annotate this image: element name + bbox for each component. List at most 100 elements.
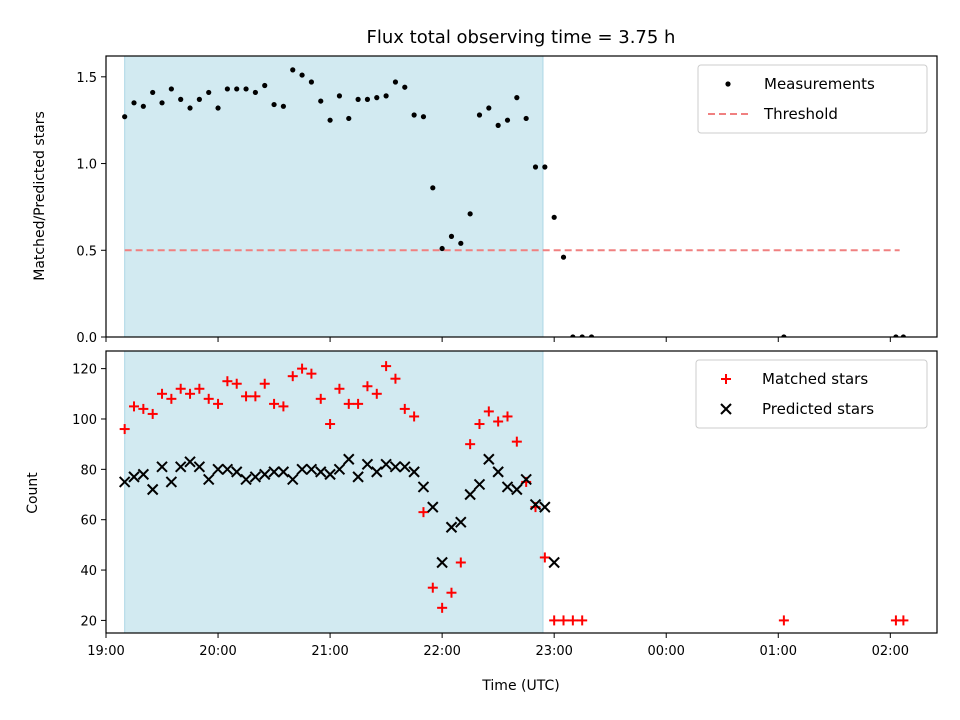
matched-stars-point bbox=[549, 615, 560, 626]
predicted-stars-point bbox=[408, 466, 420, 478]
predicted-stars-point bbox=[268, 466, 280, 478]
matched-stars-point bbox=[577, 615, 588, 626]
top-y-axis-label: Matched/Predicted stars bbox=[32, 111, 48, 281]
x-stroke-b bbox=[231, 466, 243, 478]
predicted-stars-point bbox=[389, 461, 402, 473]
legend-label: Predicted stars bbox=[762, 400, 874, 418]
x-stroke-b bbox=[287, 473, 299, 486]
matched-stars-point bbox=[147, 408, 158, 419]
legend-x-swatch bbox=[720, 403, 732, 415]
x-stroke-b bbox=[501, 481, 514, 493]
measurements-point bbox=[327, 117, 333, 123]
measurements-point bbox=[495, 122, 501, 128]
predicted-stars-point bbox=[483, 453, 495, 465]
plot-area bbox=[122, 67, 906, 337]
predicted-stars-point bbox=[174, 461, 187, 473]
y-tick-label: 40 bbox=[80, 564, 97, 579]
x-stroke-b bbox=[146, 483, 159, 496]
x-stroke-b bbox=[389, 461, 402, 473]
x-stroke-b bbox=[249, 471, 262, 483]
matched-stars-point bbox=[474, 419, 485, 430]
x-stroke-b bbox=[436, 556, 448, 569]
matched-stars-point bbox=[353, 398, 364, 409]
x-axis-label: Time (UTC) bbox=[481, 678, 559, 694]
measurements-point bbox=[532, 164, 539, 170]
matched-stars-point bbox=[287, 371, 298, 382]
matched-stars-point bbox=[399, 403, 410, 414]
x-stroke-b bbox=[445, 521, 458, 533]
predicted-stars-point bbox=[548, 556, 560, 569]
matched-stars-point bbox=[465, 439, 476, 450]
predicted-stars-point bbox=[333, 463, 346, 476]
x-tick-label: 19:00 bbox=[87, 644, 124, 659]
y-tick-label: 1.0 bbox=[76, 158, 97, 173]
x-tick-label: 22:00 bbox=[423, 644, 460, 659]
x-stroke-b bbox=[380, 458, 392, 471]
legend-box bbox=[697, 64, 928, 134]
x-stroke-b bbox=[408, 466, 420, 478]
matched-stars-point bbox=[250, 391, 261, 402]
matched-stars-point bbox=[567, 615, 578, 626]
measurements-point bbox=[523, 115, 529, 122]
measurements-point bbox=[336, 93, 343, 99]
predicted-stars-point bbox=[539, 501, 551, 513]
measurements-point bbox=[196, 96, 202, 102]
predicted-stars-point bbox=[128, 471, 140, 483]
predicted-stars-point bbox=[361, 458, 374, 471]
x-stroke-b bbox=[240, 473, 252, 486]
predicted-stars-point bbox=[399, 461, 411, 473]
predicted-stars-point bbox=[184, 456, 196, 468]
measurements-point bbox=[504, 117, 511, 123]
measurements-point bbox=[893, 334, 899, 337]
measurements-point bbox=[430, 185, 436, 191]
matched-stars-point bbox=[185, 388, 196, 399]
x-stroke-b bbox=[333, 463, 346, 476]
matched-stars-point bbox=[278, 401, 289, 412]
x-stroke-b bbox=[305, 463, 318, 476]
measurements-point bbox=[131, 100, 137, 106]
predicted-stars-point bbox=[203, 473, 215, 486]
predicted-stars-point bbox=[118, 476, 131, 488]
x-tick-label: 02:00 bbox=[872, 644, 909, 659]
plot-area bbox=[118, 361, 909, 626]
y-tick-label: 0.0 bbox=[76, 331, 97, 346]
predicted-stars-point bbox=[436, 556, 448, 569]
legend-label: Measurements bbox=[764, 75, 875, 93]
legend-dot-swatch bbox=[725, 81, 731, 87]
measurements-point bbox=[280, 103, 287, 109]
measurements-point bbox=[140, 103, 146, 109]
measurements-point bbox=[178, 96, 184, 102]
x-tick-label: 23:00 bbox=[535, 644, 572, 659]
measurements-point bbox=[542, 164, 548, 170]
predicted-stars-point bbox=[427, 501, 439, 513]
measurements-point bbox=[299, 72, 305, 78]
matched-stars-point bbox=[427, 582, 438, 593]
x-stroke-b bbox=[352, 471, 364, 483]
predicted-stars-point bbox=[492, 466, 504, 478]
measurements-point bbox=[579, 334, 585, 337]
measurements-point bbox=[476, 112, 483, 118]
matched-stars-point bbox=[898, 615, 909, 626]
measurements-point bbox=[570, 334, 576, 337]
legend-label: Matched stars bbox=[762, 370, 868, 388]
measurements-point bbox=[206, 89, 212, 96]
matched-stars-point bbox=[231, 378, 242, 389]
x-stroke-b bbox=[492, 466, 504, 478]
predicted-stars-point bbox=[343, 453, 355, 465]
measurements-point bbox=[900, 334, 906, 337]
measurements-point bbox=[262, 82, 268, 89]
measurements-point bbox=[458, 240, 464, 246]
x-stroke-b bbox=[361, 458, 374, 471]
measurements-point bbox=[383, 93, 389, 99]
axes-frame bbox=[105, 55, 938, 338]
x-stroke-b bbox=[464, 488, 476, 501]
legend: Measurements Threshold bbox=[697, 64, 928, 134]
x-tick-label: 20:00 bbox=[199, 644, 236, 659]
matched-stars-point bbox=[371, 388, 382, 399]
measurements-point bbox=[252, 89, 258, 96]
measurements-point bbox=[159, 100, 165, 106]
predicted-stars-point bbox=[371, 466, 383, 478]
measurements-point bbox=[290, 67, 296, 73]
matched-stars-point bbox=[381, 361, 392, 372]
